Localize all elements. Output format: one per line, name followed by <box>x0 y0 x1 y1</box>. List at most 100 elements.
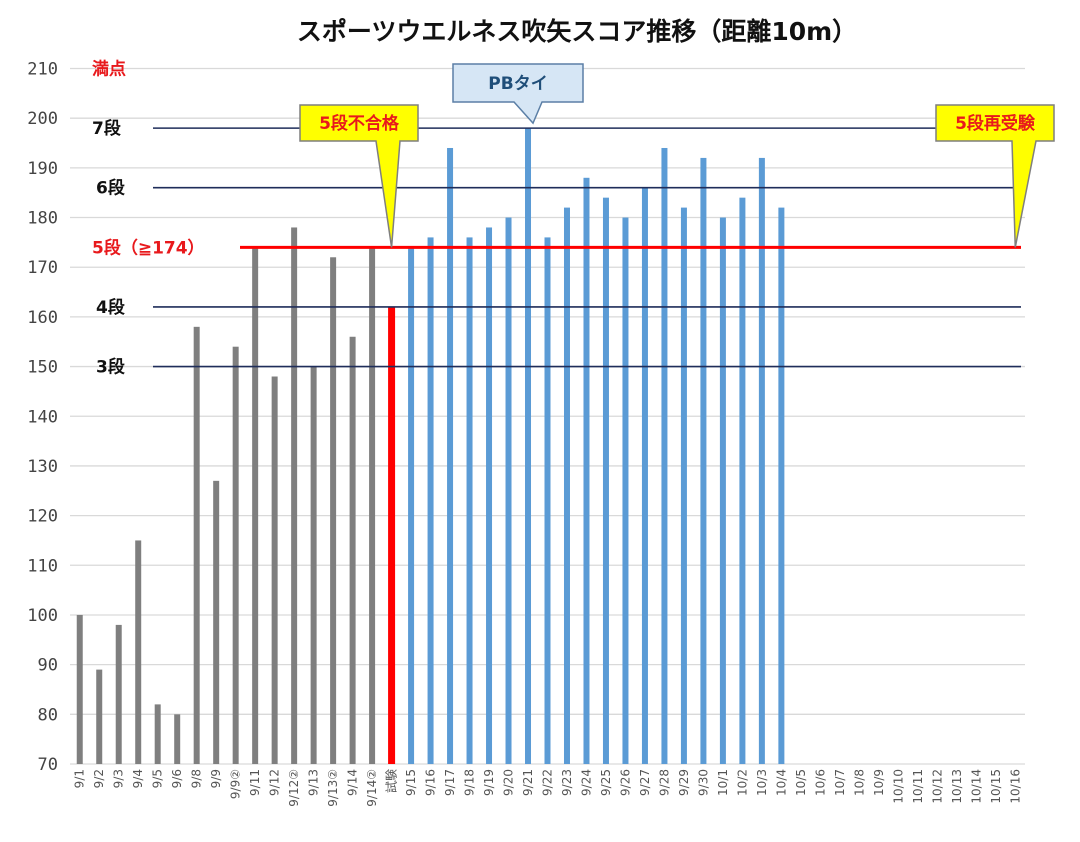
x-tick-label: 10/5 <box>794 769 808 796</box>
x-tick-label: 9/17 <box>443 769 457 796</box>
x-tick-label: 9/13② <box>326 769 340 807</box>
x-tick-label: 10/9 <box>872 769 886 796</box>
x-tick-label: 10/2 <box>735 769 749 796</box>
bar-9/4 <box>135 540 142 764</box>
x-tick-label: 9/15 <box>404 769 418 796</box>
rank-label: 5段（≧174） <box>92 237 205 258</box>
rank-label: 3段 <box>96 357 125 378</box>
x-tick-label: 9/29 <box>677 769 691 796</box>
x-tick-label: 9/12 <box>268 769 282 796</box>
y-tick-label: 70 <box>38 755 58 775</box>
x-tick-label: 10/7 <box>833 769 847 796</box>
bar-9/11 <box>252 247 259 765</box>
bar-9/6 <box>174 714 181 764</box>
callout-box <box>452 63 584 125</box>
x-tick-label: 10/6 <box>813 769 827 796</box>
x-tick-label: 10/16 <box>1008 769 1022 804</box>
x-tick-label: 10/13 <box>950 769 964 804</box>
x-tick-label: 9/14② <box>365 769 379 807</box>
x-tick-label: 9/14 <box>346 769 360 796</box>
bar-9/21 <box>525 128 532 765</box>
x-tick-label: 10/4 <box>774 769 788 796</box>
callout-label: 5段不合格 <box>319 113 400 134</box>
bar-9/8 <box>193 326 200 764</box>
y-tick-label: 170 <box>27 258 58 278</box>
bar-9/14② <box>369 247 376 765</box>
bar-9/3 <box>115 624 122 764</box>
y-tick-label: 90 <box>38 656 58 676</box>
x-tick-label: 10/10 <box>891 769 905 804</box>
x-tick-label: 試験 <box>384 769 399 793</box>
y-tick-label: 120 <box>27 507 58 527</box>
bar-10/4 <box>778 207 785 765</box>
y-tick-label: 210 <box>27 60 58 80</box>
y-tick-label: 100 <box>27 606 58 626</box>
bar-10/1 <box>719 217 726 765</box>
bar-9/5 <box>154 704 161 764</box>
y-tick-label: 110 <box>27 556 58 576</box>
x-tick-label: 9/30 <box>696 769 710 796</box>
x-tick-label: 9/9② <box>229 769 243 799</box>
x-tick-label: 9/1 <box>73 769 87 788</box>
callout-label: PBタイ <box>488 74 547 94</box>
bar-9/25 <box>602 197 609 764</box>
y-axis-ticks: 70 80 90 100 110 120 130 140 150 160 170 180 190 200 2… <box>27 60 58 776</box>
rank-label: 満点 <box>92 59 126 80</box>
bar-9/1 <box>76 614 83 764</box>
x-tick-label: 9/24 <box>579 769 593 796</box>
callout-box <box>935 104 1055 248</box>
x-tick-label: 9/13 <box>307 769 321 796</box>
x-tick-label: 9/22 <box>541 769 555 796</box>
y-tick-label: 80 <box>38 705 58 725</box>
y-tick-label: 130 <box>27 457 58 477</box>
bar-9/14 <box>349 336 356 764</box>
x-tick-label: 9/26 <box>618 769 632 796</box>
x-tick-label: 9/5 <box>151 769 165 788</box>
x-tick-label: 9/9 <box>209 769 223 788</box>
rank-reference-lines: 満点 7段 6段 5段（≧174） 4段 3段 <box>92 59 1021 378</box>
x-tick-label: 10/1 <box>716 769 730 796</box>
bar-9/28 <box>661 147 668 764</box>
bar-9/18 <box>466 237 473 764</box>
callout-box <box>299 104 419 248</box>
x-tick-label: 9/2 <box>92 769 106 788</box>
x-tick-label: 9/11 <box>248 769 262 796</box>
x-tick-label: 10/14 <box>969 769 983 804</box>
bar-9/16 <box>427 237 434 764</box>
x-tick-label: 9/8 <box>190 769 204 788</box>
bar-9/12② <box>291 227 298 764</box>
x-tick-label: 9/12② <box>287 769 301 807</box>
bar-9/26 <box>622 217 629 765</box>
bar-9/20 <box>505 217 512 765</box>
bar-試験 <box>388 306 396 764</box>
x-tick-label: 9/23 <box>560 769 574 796</box>
bar-10/3 <box>758 157 765 764</box>
x-tick-label: 9/6 <box>170 769 184 788</box>
bars <box>76 128 785 765</box>
bar-9/15 <box>408 247 415 765</box>
x-tick-label: 10/3 <box>755 769 769 796</box>
x-tick-label: 9/27 <box>638 769 652 796</box>
y-tick-label: 200 <box>27 109 58 129</box>
y-tick-label: 140 <box>27 407 58 427</box>
callout-label: 5段再受験 <box>955 113 1036 134</box>
x-tick-label: 9/18 <box>463 769 477 796</box>
x-tick-label: 10/8 <box>852 769 866 796</box>
bar-9/12 <box>271 376 278 764</box>
callouts: 5段不合格 PBタイ 5段再受験 <box>299 63 1055 248</box>
bar-9/9② <box>232 346 239 764</box>
x-tick-label: 10/11 <box>911 769 925 804</box>
x-axis-ticks: 9/1 9/2 9/3 9/4 9/5 9/6 9/8 9/9 9/9② 9/11 9/12 9/12… <box>73 769 1023 807</box>
rank-label: 4段 <box>96 297 125 318</box>
x-tick-label: 9/28 <box>657 769 671 796</box>
chart-title: スポーツウエルネス吹矢スコア推移（距離10m） <box>297 17 857 46</box>
bar-9/29 <box>680 207 687 765</box>
x-tick-label: 10/15 <box>989 769 1003 804</box>
bar-10/2 <box>739 197 746 764</box>
bar-9/13② <box>330 257 337 764</box>
rank-label: 6段 <box>96 178 125 199</box>
bar-9/22 <box>544 237 551 764</box>
y-tick-label: 160 <box>27 308 58 328</box>
x-tick-label: 9/4 <box>131 769 145 788</box>
